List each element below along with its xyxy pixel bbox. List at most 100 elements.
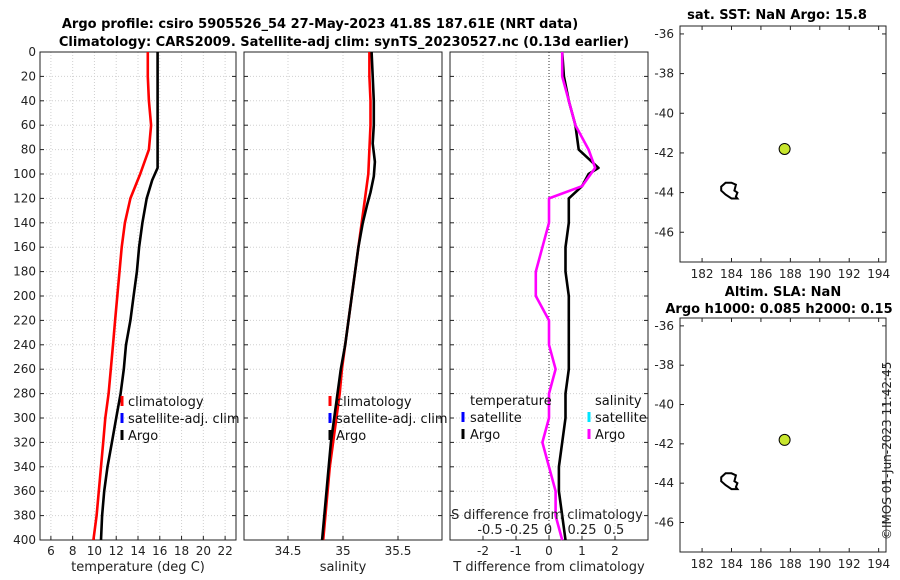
temperature-xtick-label: 12 [109,544,124,558]
depth-tick-label: 400 [13,533,36,547]
depth-tick-label: 40 [21,94,36,108]
sla_map-lat-tick-label: -44 [654,476,674,490]
depth-tick-label: 160 [13,240,36,254]
temperature-series-climatology [92,52,153,541]
sst_map-lon-tick-label: 194 [867,267,890,281]
sst_map-lat-tick-label: -36 [654,27,674,41]
sla_map-lat-tick-label: -36 [654,319,674,333]
sla_map-lon-tick-label: 190 [808,557,831,571]
sla_map-lon-tick-label: 186 [749,557,772,571]
sst_map-lat-tick-label: -40 [654,106,674,120]
salinity-xtick-label: 35.5 [385,544,412,558]
temperature-xtick-label: 6 [47,544,55,558]
sla_map-lon-tick-label: 194 [867,557,890,571]
sla_map-subtitle: Argo h1000: 0.085 h2000: 0.15 [665,302,892,317]
sst_map-lon-tick-label: 182 [691,267,714,281]
sst_map-lon-tick-label: 188 [779,267,802,281]
depth-tick-label: 320 [13,435,36,449]
depth-tick-label: 20 [21,69,36,83]
depth-tick-label: 180 [13,265,36,279]
salinity-legend-label: satellite [595,411,647,426]
sst_map-title: sat. SST: NaN Argo: 15.8 [687,8,867,23]
temperature-xtick-label: 22 [217,544,232,558]
difference-series-s-difference-argo [534,52,597,541]
salinity-legend-label: climatology [336,395,412,410]
sst_map-lat-tick-label: -38 [654,67,674,81]
temperature-xtick-label: 8 [69,544,77,558]
legend-salinity-title: salinity [595,394,642,409]
depth-tick-label: 120 [13,191,36,205]
sla_map-coastline [720,472,740,491]
salinity-difference-tick-label: -0.5 [477,523,502,538]
salinity-legend-label: Argo [595,428,625,443]
depth-tick-label: 280 [13,387,36,401]
salinity-xlabel: salinity [320,560,367,575]
depth-tick-label: 60 [21,118,36,132]
difference-xtick-label: 2 [611,544,619,558]
sst_map-float-position-marker [778,142,791,155]
sst_map-lat-tick-label: -42 [654,146,674,160]
salinity-difference-tick-label: 0.5 [604,523,625,538]
sst_map-lat-tick-label: -46 [654,225,674,239]
depth-tick-label: 240 [13,338,36,352]
sla_map-lon-tick-label: 192 [838,557,861,571]
salinity-difference-tick-label: 0.25 [568,523,597,538]
temperature-xtick-label: 18 [174,544,189,558]
depth-tick-label: 80 [21,143,36,157]
sla_map-lat-tick-label: -46 [654,516,674,530]
sla_map-title: Altim. SLA: NaN [725,285,841,300]
figure-title-line2: Climatology: CARS2009. Satellite-adj cli… [59,35,629,50]
sla_map-lat-tick-label: -38 [654,358,674,372]
salinity-difference-tick-label: -0.25 [505,523,539,538]
temperature-xtick-label: 16 [152,544,167,558]
sla_map-float-position-marker [778,433,791,446]
timestamp-stamp: ©IMOS 01-Jun-2023 11:42:45 [880,362,894,540]
salinity-xtick-label: 35 [335,544,350,558]
difference-xtick-label: -2 [477,544,489,558]
sst_map-lon-tick-label: 190 [808,267,831,281]
depth-tick-label: 360 [13,484,36,498]
sst_map-lat-tick-label: -44 [654,186,674,200]
temperature-xtick-label: 10 [87,544,102,558]
depth-tick-label: 300 [13,411,36,425]
salinity-difference-tick-label: 0 [544,523,552,538]
temperature-xlabel: temperature (deg C) [71,560,205,575]
difference-xtick-label: -1 [510,544,522,558]
temperature-xtick-label: 14 [130,544,145,558]
depth-tick-label: 220 [13,313,36,327]
temperature-legend-label: climatology [128,395,204,410]
temperature-legend-label: satellite [470,411,522,426]
salinity-series-argo [320,51,377,541]
temperature-panel: 0 20 40 60 80 100 120 140 160 180 200 220 240 260 280 3… [13,45,240,575]
sla_map-lon-tick-label: 184 [720,557,743,571]
depth-tick-label: 380 [13,509,36,523]
depth-tick-label: 200 [13,289,36,303]
salinity-xtick-label: 34.5 [275,544,302,558]
salinity-panel: 34.5 35 35.5 salinity climatology satellite-a… [243,51,448,575]
sst_map-coastline [720,181,740,200]
sst_map-axes-box [679,25,887,263]
temperature-legend-label: Argo [128,429,158,444]
difference-panel: -2 -1 0 1 2 T difference from climatology S di… [449,51,649,575]
legend-temperature-title: temperature [470,394,552,409]
difference-series-t-difference-argo [557,51,600,541]
depth-tick-label: 0 [28,45,36,59]
sst_map-panel: sat. SST: NaN Argo: 15.8 -36 -38 -40 -42 -44 -… [654,8,890,281]
sla_map-lon-tick-label: 182 [691,557,714,571]
sst_map-lon-tick-label: 184 [720,267,743,281]
sla_map-lat-tick-label: -42 [654,437,674,451]
difference-xtick-label: 1 [578,544,586,558]
salinity-legend-label: Argo [336,429,366,444]
sla_map-lon-tick-label: 188 [779,557,802,571]
depth-tick-label: 260 [13,362,36,376]
salinity-difference-label: S difference from climatology [451,508,643,523]
sst_map-lon-tick-label: 192 [838,267,861,281]
difference-xlabel: T difference from climatology [452,560,645,575]
temperature-xtick-label: 20 [196,544,211,558]
sst_map-lon-tick-label: 186 [749,267,772,281]
temperature-series-argo [99,52,159,541]
sla_map-axes-box [679,317,887,553]
difference-xtick-label: 0 [545,544,553,558]
sla_map-panel: Altim. SLA: NaN Argo h1000: 0.085 h2000: … [654,285,892,571]
